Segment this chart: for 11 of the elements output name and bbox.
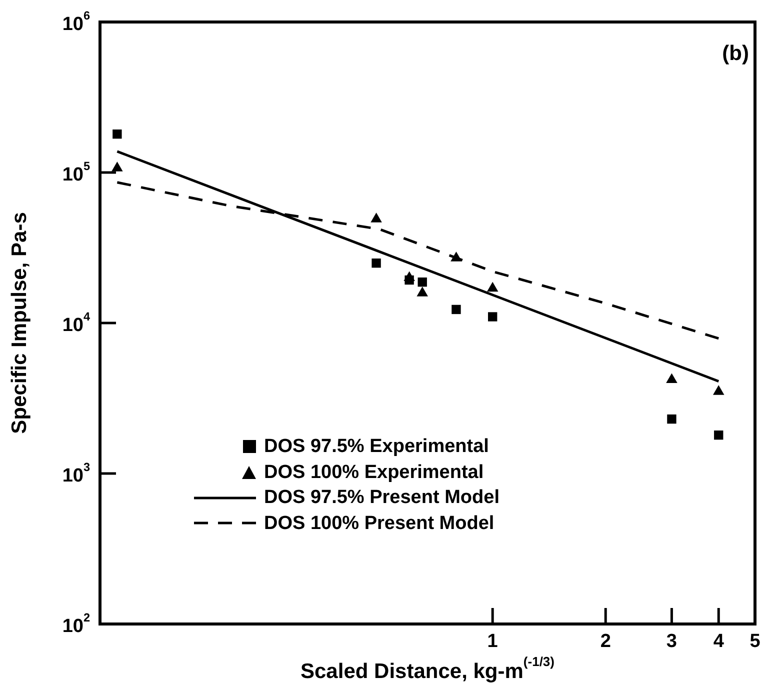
y-axis-title: Specific Impulse, Pa-s bbox=[8, 212, 31, 434]
x-tick-label: 4 bbox=[713, 631, 724, 652]
legend-label: DOS 97.5% Present Model bbox=[264, 486, 500, 510]
legend-label: DOS 97.5% Experimental bbox=[264, 435, 489, 459]
x-tick-label: 3 bbox=[666, 631, 678, 652]
x-tick-label: 2 bbox=[600, 631, 611, 652]
legend-label: DOS 100% Experimental bbox=[264, 460, 484, 484]
x-tick-label: 1 bbox=[487, 631, 498, 652]
x-tick-label: 5 bbox=[750, 631, 761, 652]
annotation: (b) bbox=[722, 42, 750, 65]
legend-label: DOS 100% Present Model bbox=[264, 512, 494, 536]
